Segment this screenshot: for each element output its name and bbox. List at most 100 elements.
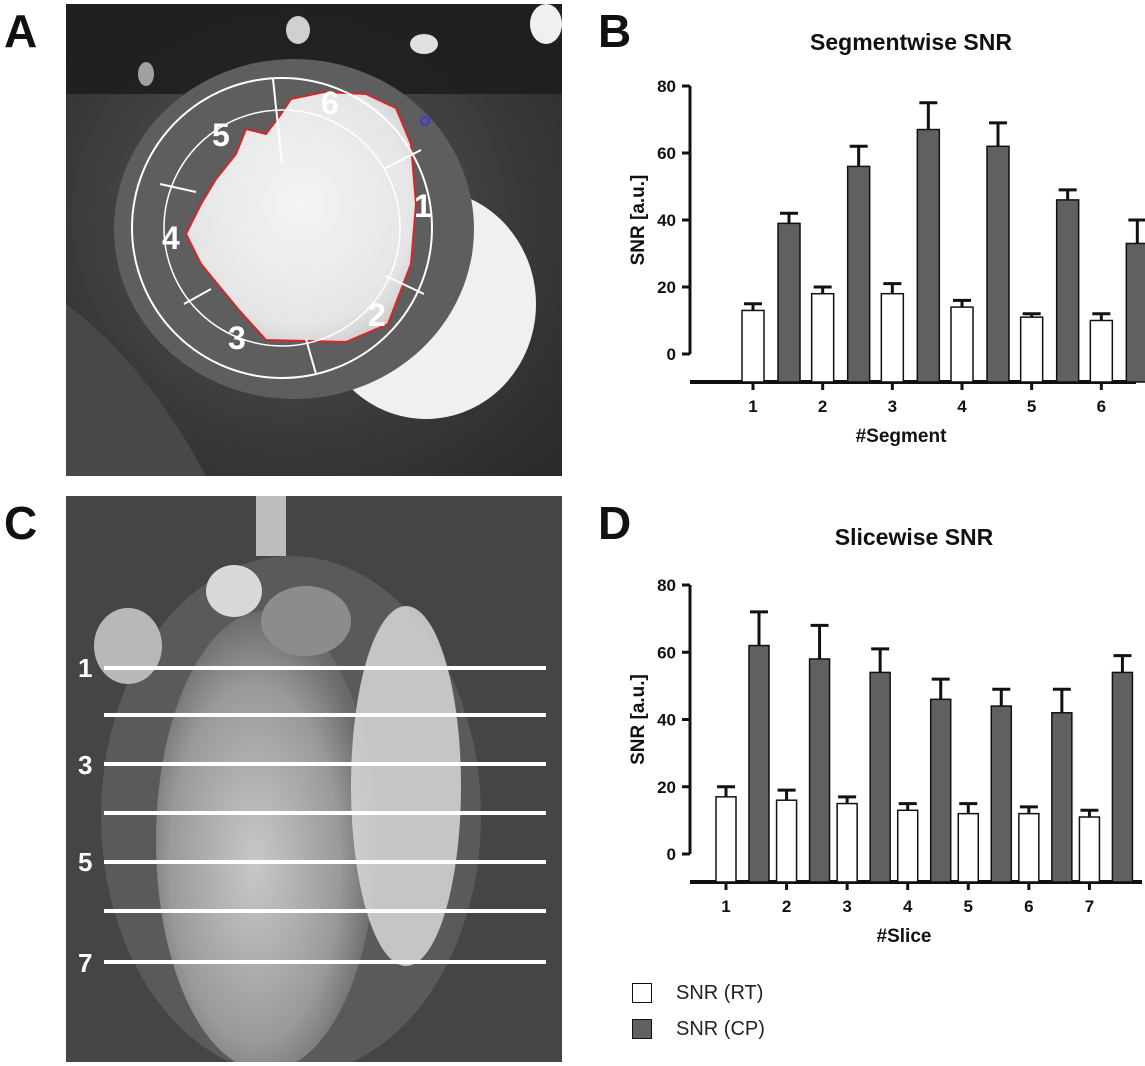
x-tick-label: 6: [1097, 397, 1106, 416]
segment-label-4: 4: [162, 220, 180, 256]
chart-legend: SNR (RT) SNR (CP): [632, 975, 765, 1047]
long-axis-mri-image: 1 3 5 7: [66, 496, 562, 1062]
x-tick-label: 2: [818, 397, 827, 416]
slice-label-7: 7: [78, 948, 92, 978]
mri-bright-spot: [530, 4, 562, 44]
x-tick-label: 1: [748, 397, 757, 416]
bar-cp: [929, 698, 952, 883]
bar-rt: [1089, 319, 1114, 383]
segment-label-6: 6: [321, 85, 339, 121]
bar-rt: [715, 796, 737, 883]
bar-rt: [741, 309, 765, 383]
left-atrium: [94, 608, 162, 684]
left-ventricle: [156, 611, 376, 1062]
mri-bright-spot: [138, 62, 154, 86]
bar-cp: [748, 644, 770, 883]
chart-title: Slicewise SNR: [835, 524, 994, 550]
y-tick-label: 60: [657, 643, 676, 662]
segment-label-1: 1: [414, 188, 432, 224]
bar-rt: [1078, 816, 1101, 883]
y-tick-label: 40: [657, 211, 676, 230]
vessel: [256, 496, 286, 556]
short-axis-mri-image: 1 2 3 4 5 6: [66, 4, 562, 476]
mri-bright-spot: [286, 16, 310, 44]
x-tick-label: 4: [903, 897, 913, 916]
slice-label-5: 5: [78, 847, 92, 877]
x-axis-label: #Segment: [856, 426, 947, 447]
legend-swatch-rt: [632, 983, 652, 1003]
y-tick-label: 40: [657, 711, 676, 730]
bar-rt: [1018, 812, 1040, 883]
x-tick-label: 4: [957, 397, 967, 416]
y-tick-label: 20: [657, 778, 676, 797]
legend-item-rt: SNR (RT): [632, 975, 765, 1011]
chart-title: Segmentwise SNR: [810, 29, 1012, 55]
bar-rt: [810, 292, 835, 383]
y-axis-label: SNR [a.u.]: [628, 175, 649, 266]
legend-label-cp: SNR (CP): [676, 1017, 765, 1040]
bar-cp: [808, 658, 831, 883]
legend-item-cp: SNR (CP): [632, 1011, 765, 1047]
x-tick-label: 2: [782, 897, 791, 916]
y-tick-label: 80: [657, 77, 676, 96]
slice-label-1: 1: [78, 653, 92, 683]
bar-cp: [1111, 671, 1134, 883]
x-tick-label: 1: [721, 897, 730, 916]
panel-label-c: C: [4, 497, 38, 549]
slice-label-3: 3: [78, 750, 92, 780]
segment-label-5: 5: [212, 117, 230, 153]
y-tick-label: 0: [667, 845, 676, 864]
x-tick-label: 5: [1027, 397, 1036, 416]
segment-dividers: [159, 78, 425, 375]
right-ventricle: [351, 606, 461, 966]
bar-cp: [990, 705, 1013, 883]
bar-cp: [846, 165, 871, 383]
x-axis-label: #Slice: [877, 926, 932, 947]
bar-rt: [836, 802, 858, 883]
slice-lines: [104, 666, 546, 964]
segment-label-3: 3: [228, 320, 246, 356]
bar-cp: [1051, 712, 1073, 883]
bar-rt: [950, 306, 974, 383]
bar-cp: [1125, 242, 1145, 383]
segmentwise-snr-chart: Segmentwise SNR 0 20 40 60 80 SNR [a.u.] 1 2 3 4 5 6…: [600, 20, 1145, 465]
bar-cp: [1055, 199, 1080, 383]
y-tick-label: 0: [667, 345, 676, 364]
bar-cp: [869, 671, 891, 883]
y-tick-label: 60: [657, 144, 676, 163]
short-axis-mri-drawing: 1 2 3 4 5 6: [66, 4, 562, 476]
bar-cp: [986, 145, 1010, 383]
long-axis-mri-drawing: 1 3 5 7: [66, 496, 562, 1062]
x-tick-label: 3: [888, 397, 897, 416]
panel-label-a: A: [4, 5, 38, 57]
endocardial-contour: [184, 90, 418, 344]
bar-rt: [896, 809, 919, 883]
mri-bright-spot: [410, 34, 438, 54]
slicewise-snr-chart: Slicewise SNR 0 20 40 60 80 SNR [a.u.] 1 2 3 4 5 6 7 #…: [600, 515, 1145, 960]
bar-rt: [775, 799, 798, 883]
x-tick-label: 7: [1085, 897, 1094, 916]
bar-rt: [1019, 316, 1044, 383]
inner-ring: [163, 109, 401, 347]
outer-ring: [131, 77, 433, 379]
panel-label-d: D: [598, 497, 632, 549]
marker-dot: [420, 116, 430, 126]
bar-rt: [957, 812, 980, 883]
y-tick-label: 80: [657, 576, 676, 595]
segment-label-2: 2: [368, 297, 386, 333]
x-tick-label: 3: [842, 897, 851, 916]
bar-rt: [880, 292, 905, 383]
aorta: [206, 565, 262, 617]
bar-cp: [777, 222, 801, 383]
bar-cp: [916, 128, 941, 383]
x-tick-label: 6: [1024, 897, 1033, 916]
legend-label-rt: SNR (RT): [676, 981, 764, 1004]
y-axis-label: SNR [a.u.]: [628, 674, 649, 765]
slicewise-snr-svg: Slicewise SNR 0 20 40 60 80 SNR [a.u.] 1 2 3 4 5 6 7 #…: [628, 524, 1142, 947]
panel-label-b: B: [598, 5, 632, 57]
y-tick-label: 20: [657, 278, 676, 297]
segmentwise-snr-svg: Segmentwise SNR 0 20 40 60 80 SNR [a.u.] 1 2 3 4 5 6…: [628, 29, 1145, 447]
x-tick-label: 5: [964, 897, 973, 916]
outflow-tract: [261, 586, 351, 656]
legend-swatch-cp: [632, 1019, 652, 1039]
